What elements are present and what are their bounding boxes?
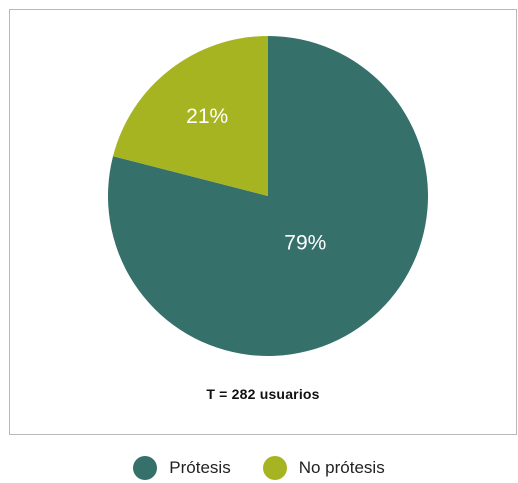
total-annotation: T = 282 usuarios [206,386,320,402]
data-label-protesis: 79% [284,232,326,255]
pie-slice-no-protesis [113,36,268,196]
legend-item-no-protesis: No prótesis [262,456,385,480]
data-label-no-protesis: 21% [186,105,228,128]
legend: Prótesis No prótesis [0,455,518,481]
pie-slice-protesis [108,36,429,356]
legend-label-no-protesis: No prótesis [298,458,385,477]
legend-swatch-protesis [133,456,158,480]
legend-label-protesis: Prótesis [169,458,231,477]
legend-swatch-no-protesis [262,456,287,480]
legend-item-protesis: Prótesis [133,456,231,480]
